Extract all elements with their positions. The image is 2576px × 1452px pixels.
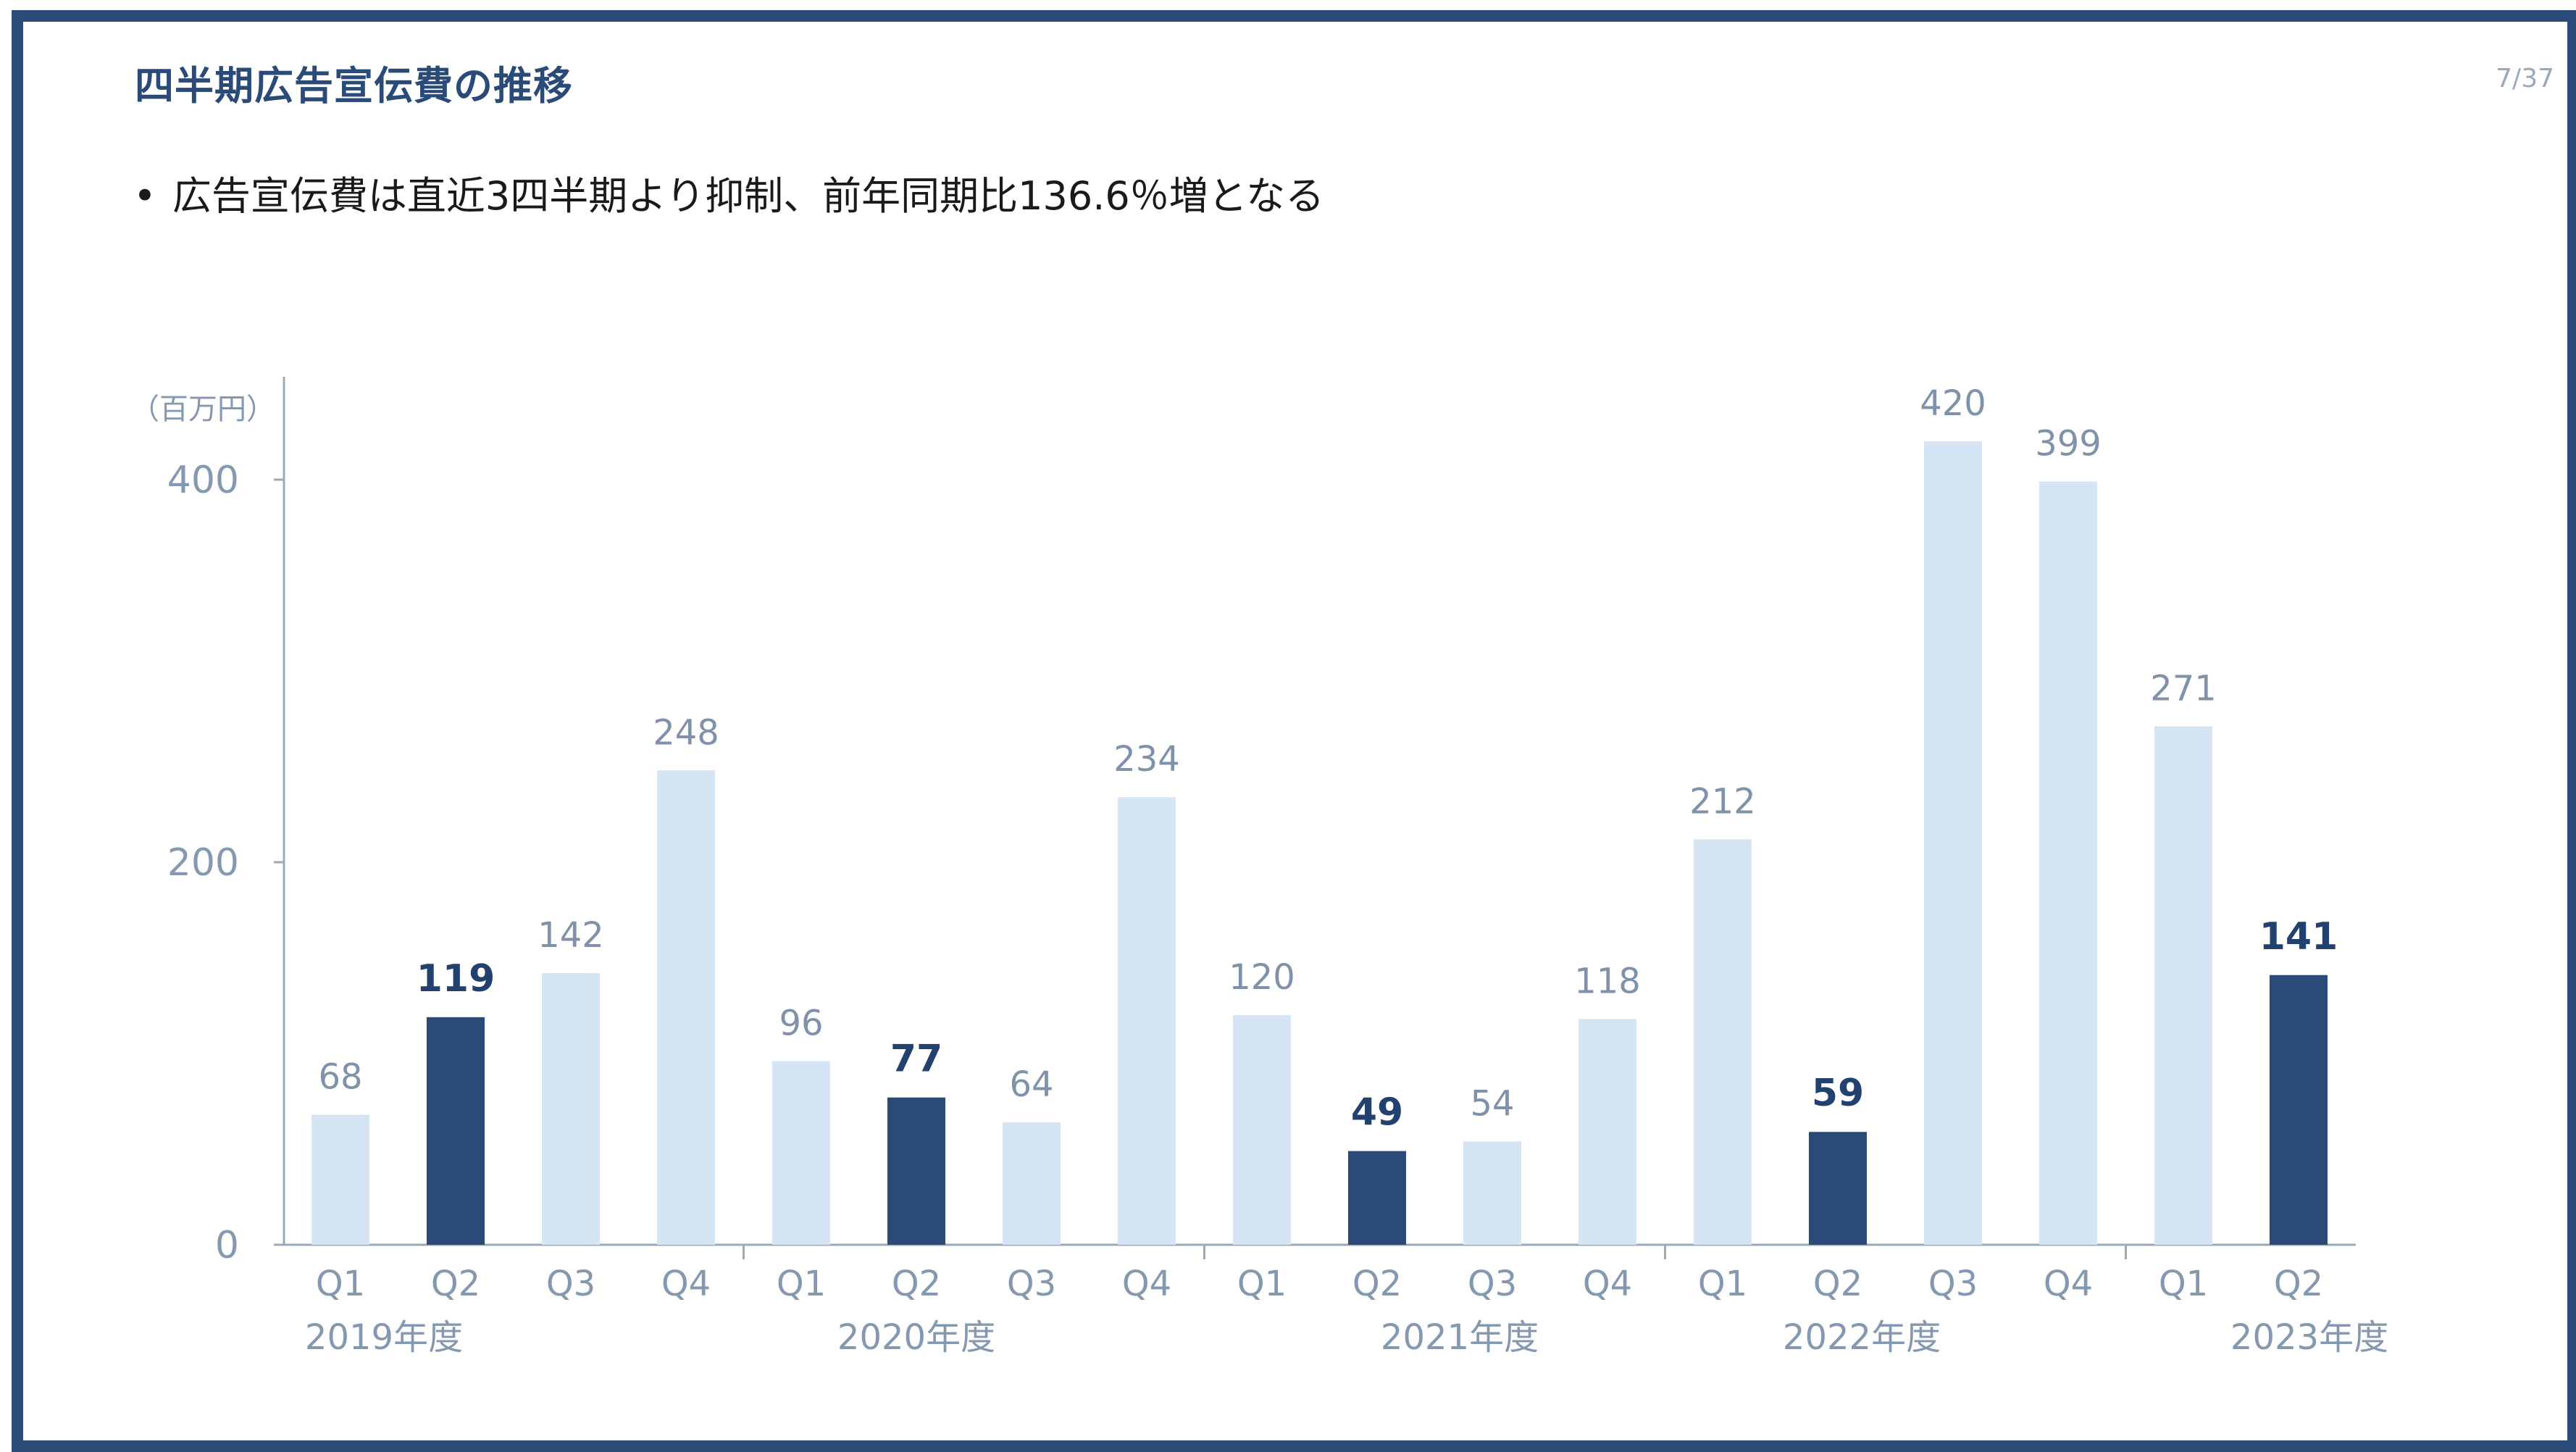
data-label: 49 <box>1351 1091 1403 1135</box>
bar <box>542 973 600 1245</box>
x-tick-label: Q2 <box>892 1264 941 1304</box>
x-tick-label: Q3 <box>1007 1264 1056 1304</box>
data-label: 59 <box>1812 1072 1864 1115</box>
x-tick-label: Q1 <box>777 1264 826 1304</box>
y-axis-unit-label: （百万円） <box>130 393 275 426</box>
x-tick-label: Q3 <box>1468 1264 1517 1304</box>
data-label: 68 <box>318 1056 362 1097</box>
bar <box>1003 1122 1061 1245</box>
x-tick-label: Q3 <box>546 1264 595 1304</box>
bar <box>427 1017 485 1245</box>
bullet-text: 広告宣伝費は直近3四半期より抑制、前年同期比136.6％増となる <box>172 173 1325 219</box>
bar <box>1463 1141 1521 1245</box>
data-label: 118 <box>1574 961 1641 1001</box>
data-label: 142 <box>538 915 604 956</box>
data-label: 54 <box>1470 1083 1514 1124</box>
data-label: 420 <box>1920 383 1986 424</box>
x-tick-label: Q1 <box>1698 1264 1747 1304</box>
fiscal-year-label: 2023年度 <box>2230 1317 2388 1358</box>
bar <box>311 1114 369 1245</box>
x-tick-label: Q4 <box>1122 1264 1171 1304</box>
page-number: 7/37 <box>2496 64 2554 93</box>
bullet-dot-icon: • <box>133 173 156 219</box>
data-label: 399 <box>2035 424 2102 464</box>
data-label: 119 <box>417 957 495 1001</box>
bar <box>1578 1019 1636 1245</box>
bar <box>887 1097 945 1245</box>
data-label: 96 <box>779 1004 823 1044</box>
y-tick-label: 400 <box>167 459 239 502</box>
bar <box>1348 1151 1406 1245</box>
x-tick-label: Q2 <box>2274 1264 2323 1304</box>
x-tick-label: Q4 <box>2044 1264 2093 1304</box>
bullet-point: • 広告宣伝費は直近3四半期より抑制、前年同期比136.6％増となる <box>133 164 1324 221</box>
data-label: 64 <box>1009 1064 1053 1105</box>
x-tick-label: Q1 <box>1237 1264 1287 1304</box>
fiscal-year-label: 2022年度 <box>1783 1317 1941 1358</box>
data-label: 212 <box>1689 781 1756 822</box>
data-label: 141 <box>2259 915 2338 959</box>
bar <box>2154 726 2212 1245</box>
data-label: 248 <box>653 712 719 753</box>
bar <box>1118 797 1176 1245</box>
data-label: 234 <box>1113 739 1180 780</box>
slide-title: 四半期広告宣伝費の推移 <box>135 63 573 109</box>
x-tick-label: Q4 <box>1583 1264 1632 1304</box>
x-tick-label: Q4 <box>661 1264 711 1304</box>
bar <box>657 770 715 1245</box>
x-tick-label: Q1 <box>2159 1264 2208 1304</box>
bar <box>772 1061 830 1245</box>
fiscal-year-label: 2020年度 <box>837 1317 995 1358</box>
fiscal-year-label: 2021年度 <box>1381 1317 1539 1358</box>
bar <box>2039 481 2097 1245</box>
y-tick-label: 0 <box>215 1224 239 1267</box>
fiscal-year-label: 2019年度 <box>305 1317 463 1358</box>
x-tick-label: Q2 <box>431 1264 480 1304</box>
y-tick-label: 200 <box>167 841 239 885</box>
bar <box>2270 975 2328 1245</box>
x-tick-label: Q2 <box>1813 1264 1862 1304</box>
bar <box>1233 1015 1291 1245</box>
bar <box>1809 1132 1867 1245</box>
data-label: 271 <box>2150 669 2217 709</box>
x-tick-label: Q3 <box>1928 1264 1978 1304</box>
bar <box>1694 839 1752 1245</box>
bar <box>1924 441 1982 1246</box>
data-label: 120 <box>1229 957 1295 998</box>
data-label: 77 <box>890 1038 942 1081</box>
x-tick-label: Q2 <box>1352 1264 1402 1304</box>
x-tick-label: Q1 <box>316 1264 365 1304</box>
